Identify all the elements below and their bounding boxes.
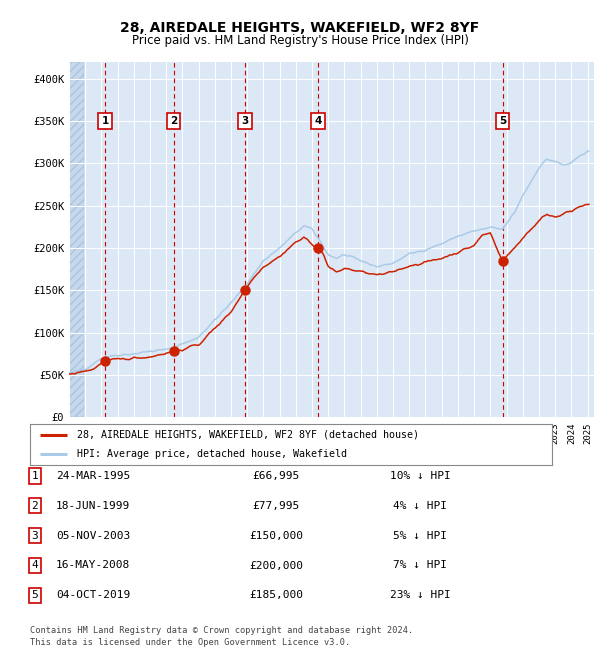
Text: 5: 5 — [499, 116, 506, 126]
Text: 4: 4 — [31, 560, 38, 571]
Text: Contains HM Land Registry data © Crown copyright and database right 2024.
This d: Contains HM Land Registry data © Crown c… — [30, 626, 413, 647]
Text: £77,995: £77,995 — [253, 500, 299, 511]
Text: 4% ↓ HPI: 4% ↓ HPI — [393, 500, 447, 511]
Text: 5% ↓ HPI: 5% ↓ HPI — [393, 530, 447, 541]
Text: £150,000: £150,000 — [249, 530, 303, 541]
Text: £200,000: £200,000 — [249, 560, 303, 571]
Text: 7% ↓ HPI: 7% ↓ HPI — [393, 560, 447, 571]
Text: 16-MAY-2008: 16-MAY-2008 — [56, 560, 130, 571]
Text: 3: 3 — [31, 530, 38, 541]
Text: 2: 2 — [170, 116, 178, 126]
Text: 1: 1 — [101, 116, 109, 126]
Text: 05-NOV-2003: 05-NOV-2003 — [56, 530, 130, 541]
Text: 28, AIREDALE HEIGHTS, WAKEFIELD, WF2 8YF: 28, AIREDALE HEIGHTS, WAKEFIELD, WF2 8YF — [121, 21, 479, 35]
Text: 1: 1 — [31, 471, 38, 481]
Text: Price paid vs. HM Land Registry's House Price Index (HPI): Price paid vs. HM Land Registry's House … — [131, 34, 469, 47]
Text: 04-OCT-2019: 04-OCT-2019 — [56, 590, 130, 601]
Text: 23% ↓ HPI: 23% ↓ HPI — [389, 590, 451, 601]
Text: HPI: Average price, detached house, Wakefield: HPI: Average price, detached house, Wake… — [77, 448, 347, 459]
Bar — [69, 62, 84, 417]
Text: 4: 4 — [314, 116, 322, 126]
Text: 5: 5 — [31, 590, 38, 601]
Text: 28, AIREDALE HEIGHTS, WAKEFIELD, WF2 8YF (detached house): 28, AIREDALE HEIGHTS, WAKEFIELD, WF2 8YF… — [77, 430, 419, 440]
Text: £66,995: £66,995 — [253, 471, 299, 481]
Text: 3: 3 — [241, 116, 248, 126]
Text: 2: 2 — [31, 500, 38, 511]
Text: 18-JUN-1999: 18-JUN-1999 — [56, 500, 130, 511]
Text: £185,000: £185,000 — [249, 590, 303, 601]
Text: 10% ↓ HPI: 10% ↓ HPI — [389, 471, 451, 481]
Text: 24-MAR-1995: 24-MAR-1995 — [56, 471, 130, 481]
